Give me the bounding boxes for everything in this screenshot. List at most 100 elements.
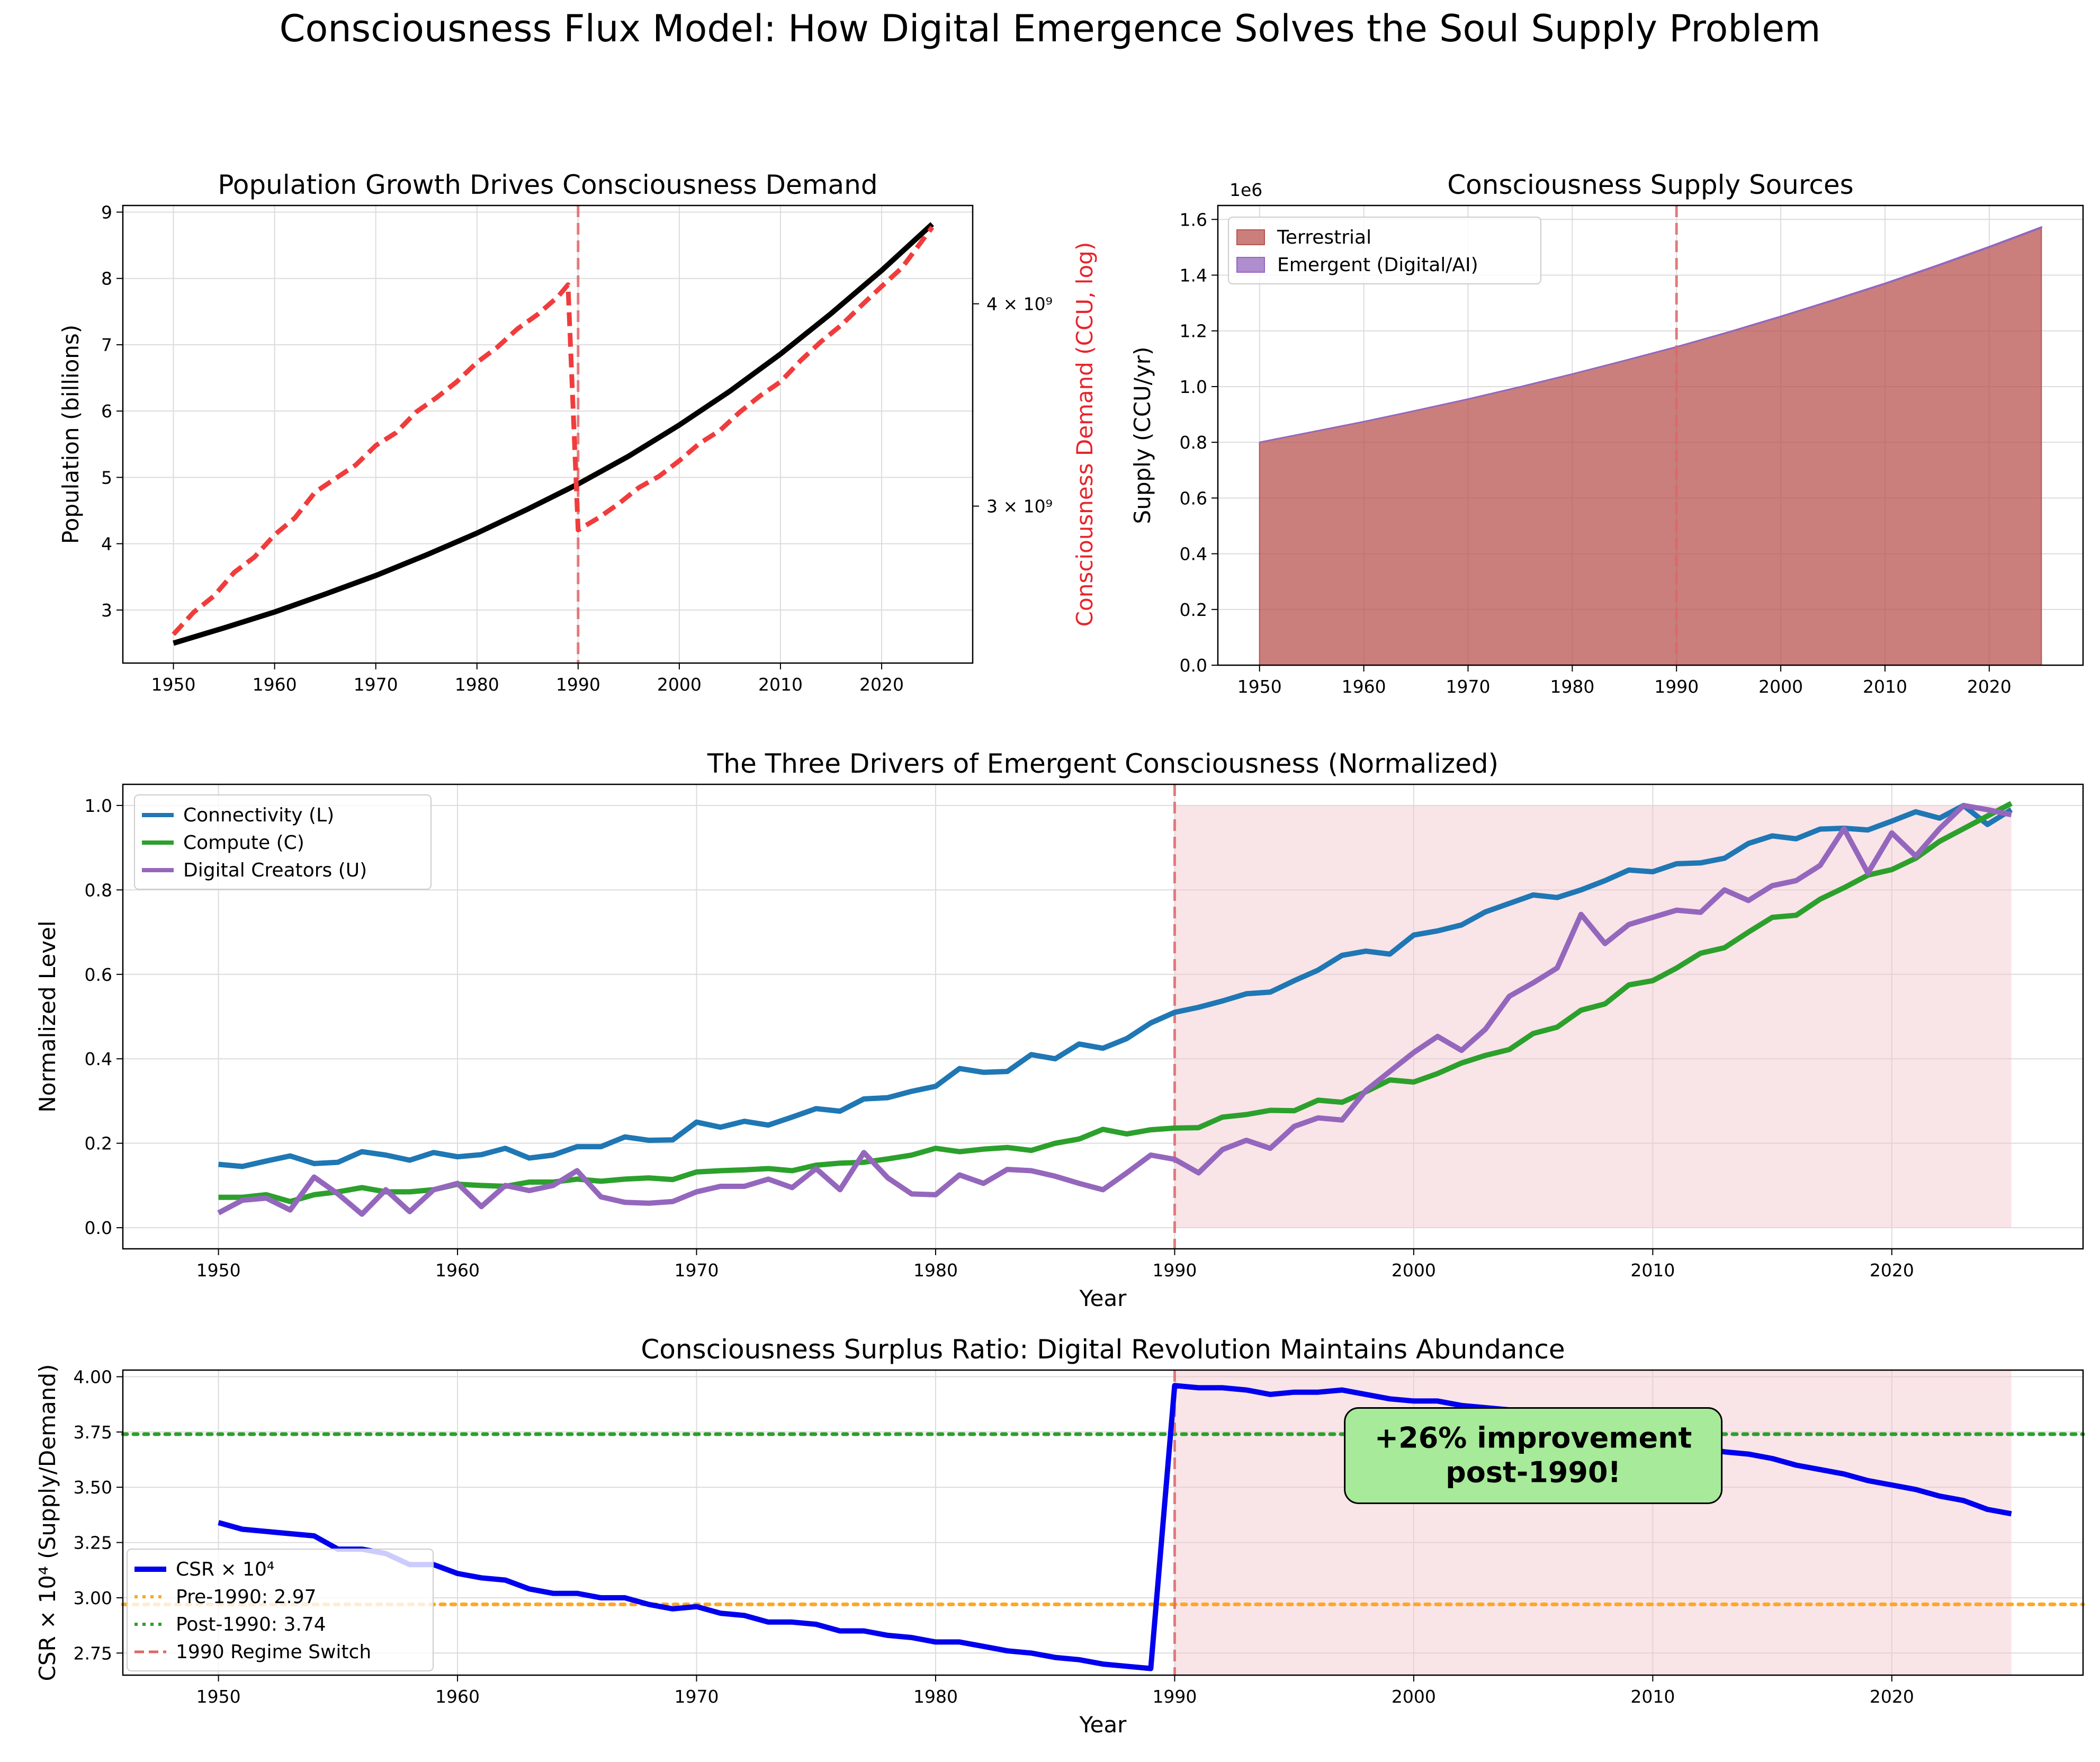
x-tick-label: 2010 xyxy=(1630,1686,1675,1707)
x-tick-label: 2000 xyxy=(1392,1260,1436,1281)
legend-box xyxy=(1228,217,1541,284)
legend-label: CSR × 10⁴ xyxy=(176,1559,274,1580)
y-tick-label: 3.25 xyxy=(74,1533,112,1553)
panel-title: Consciousness Surplus Ratio: Digital Rev… xyxy=(641,1334,1565,1365)
x-tick-label: 1990 xyxy=(1152,1260,1197,1281)
x-tick-label: 2000 xyxy=(1758,676,1803,697)
axes-frame xyxy=(122,783,2084,1250)
x-tick-label: 1960 xyxy=(435,1686,480,1707)
annotation-box xyxy=(1344,1407,1723,1504)
x-tick-label: 1960 xyxy=(435,1260,480,1281)
x-tick-label: 1960 xyxy=(253,674,297,695)
x-tick-label: 1970 xyxy=(354,674,398,695)
legend-swatch xyxy=(1236,257,1265,273)
axes-frame xyxy=(122,1369,2084,1676)
legend-swatch xyxy=(1236,229,1265,245)
y-tick-label: 4 xyxy=(101,534,112,554)
panel-population: 1950 1960 1970 1980 1990 2000 2010 2020 3 4 5 6 7 8 9 P… xyxy=(58,169,1098,695)
legend-label: Connectivity (L) xyxy=(183,804,334,826)
y-tick-label: 0.0 xyxy=(85,1218,112,1238)
right-axis-label: Consciousness Demand (CCU, log) xyxy=(1072,242,1098,627)
y-tick-label: 7 xyxy=(101,335,112,355)
legend-label: Compute (C) xyxy=(183,832,304,854)
legend-label: Terrestrial xyxy=(1277,227,1371,248)
y-axis-label: Normalized Level xyxy=(34,920,60,1112)
y-tick-label: 3.75 xyxy=(74,1422,112,1443)
emergent-area xyxy=(1259,226,2042,443)
x-tick-label: 1980 xyxy=(1550,676,1594,697)
y-tick-label: 1.6 xyxy=(1180,209,1207,230)
y-tick-label: 0.0 xyxy=(1180,655,1207,676)
x-tick-label: 2010 xyxy=(1863,676,1907,697)
x-tick-label: 2020 xyxy=(1967,676,2012,697)
annotation-text-line2: post-1990! xyxy=(1446,1455,1621,1489)
x-tick-label: 1990 xyxy=(1152,1686,1197,1707)
y-tick-label: 2.75 xyxy=(74,1643,112,1663)
panel-title: Population Growth Drives Consciousness D… xyxy=(218,169,877,200)
y-tick-label: 1.0 xyxy=(1180,377,1207,397)
y-tick-label: 8 xyxy=(101,269,112,289)
panel-drivers: 1950 1960 1970 1980 1990 2000 2010 2020 0.0 0.2 0.… xyxy=(34,748,2084,1311)
x-axis-label: Year xyxy=(1079,1285,1127,1311)
legend-label: Post-1990: 3.74 xyxy=(176,1614,326,1635)
x-tick-label: 2010 xyxy=(1630,1260,1675,1281)
figure-suptitle: Consciousness Flux Model: How Digital Em… xyxy=(280,7,1821,50)
right-tick-label: 3 × 10⁹ xyxy=(986,496,1053,517)
x-tick-label: 2020 xyxy=(859,674,904,695)
x-tick-label: 1950 xyxy=(1237,676,1282,697)
panel-csr: 1950 1960 1970 1980 1990 2000 2010 2020 2.75 3.00… xyxy=(34,1334,2085,1738)
driver-line-0 xyxy=(218,802,2013,1169)
y-tick-label: 3.50 xyxy=(74,1477,112,1498)
panel-supply: 1950 1960 1970 1980 1990 2000 2010 2020 0.0 0.2 0.… xyxy=(1129,169,2084,697)
axes-frame xyxy=(122,204,974,664)
y-tick-label: 5 xyxy=(101,467,112,488)
y-tick-label: 0.2 xyxy=(85,1133,112,1154)
legend-box xyxy=(134,794,432,890)
x-tick-label: 1970 xyxy=(1446,676,1490,697)
right-tick-label: 4 × 10⁹ xyxy=(986,294,1053,315)
terrestrial-area xyxy=(1259,227,2042,666)
y-tick-label: 4.00 xyxy=(74,1367,112,1388)
x-tick-label: 1980 xyxy=(913,1686,958,1707)
y-tick-label: 1.2 xyxy=(1180,321,1207,342)
x-tick-label: 2020 xyxy=(1870,1686,1914,1707)
demand-line xyxy=(172,226,935,636)
y-tick-label: 0.8 xyxy=(1180,432,1207,453)
x-tick-label: 2000 xyxy=(1392,1686,1436,1707)
y-tick-label: 1.0 xyxy=(85,795,112,816)
y-tick-label: 0.8 xyxy=(85,880,112,900)
x-tick-label: 1950 xyxy=(151,674,196,695)
y-tick-label: 0.4 xyxy=(1180,544,1207,565)
scale-note: 1e6 xyxy=(1230,180,1262,200)
x-tick-label: 1980 xyxy=(455,674,499,695)
x-tick-label: 1960 xyxy=(1342,676,1386,697)
y-axis-label: Supply (CCU/yr) xyxy=(1129,347,1155,524)
x-tick-label: 1950 xyxy=(196,1686,241,1707)
x-tick-label: 1970 xyxy=(675,1686,719,1707)
driver-line-1 xyxy=(218,801,2013,1204)
legend-box xyxy=(127,1549,434,1671)
y-tick-label: 9 xyxy=(101,202,112,223)
y-tick-label: 0.4 xyxy=(85,1049,112,1069)
x-tick-label: 2020 xyxy=(1870,1260,1914,1281)
x-tick-label: 1990 xyxy=(1654,676,1699,697)
y-tick-label: 0.6 xyxy=(1180,488,1207,508)
x-tick-label: 2010 xyxy=(758,674,803,695)
y-axis-label: Population (billions) xyxy=(58,325,84,544)
x-tick-label: 1970 xyxy=(675,1260,719,1281)
driver-line-2 xyxy=(217,802,2012,1217)
x-tick-label: 1980 xyxy=(913,1260,958,1281)
legend-label: 1990 Regime Switch xyxy=(176,1641,371,1663)
x-tick-label: 1950 xyxy=(196,1260,241,1281)
panel-title: Consciousness Supply Sources xyxy=(1447,169,1853,200)
legend-label: Digital Creators (U) xyxy=(183,860,367,881)
y-tick-label: 0.6 xyxy=(85,964,112,985)
x-tick-label: 2000 xyxy=(657,674,702,695)
y-axis-label: CSR × 10⁴ (Supply/Demand) xyxy=(34,1364,60,1681)
population-line xyxy=(173,222,934,646)
x-tick-label: 1990 xyxy=(556,674,600,695)
legend-label: Pre-1990: 2.97 xyxy=(176,1586,317,1608)
y-tick-label: 3.00 xyxy=(74,1588,112,1608)
y-tick-label: 6 xyxy=(101,401,112,422)
